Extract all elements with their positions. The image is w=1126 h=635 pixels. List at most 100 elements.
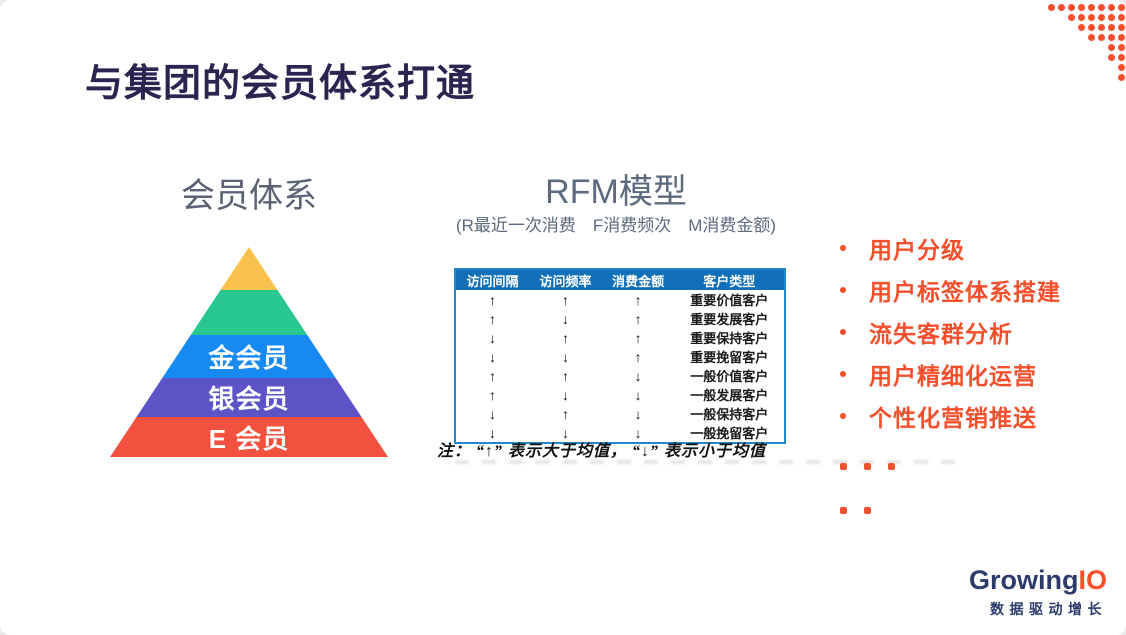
logo-brand-accent: IO bbox=[1078, 565, 1107, 595]
customer-type-cell: 一般保持客户 bbox=[690, 407, 769, 422]
rfm-note: 注： “↑” 表示大于均值， “↓” 表示小于均值 bbox=[437, 443, 767, 460]
rfm-column-header: 访问频率 bbox=[529, 269, 602, 290]
dot-icon bbox=[1118, 64, 1125, 71]
corner-dot-row bbox=[1048, 34, 1125, 41]
benefit-label: 个性化营销推送 bbox=[869, 405, 1037, 431]
ellipsis-dots-row-1 bbox=[840, 463, 895, 470]
dot-icon bbox=[1118, 74, 1125, 81]
membership-pyramid: 金会员银会员 E 会员 bbox=[110, 247, 388, 457]
list-item: 用户标签体系搭建 bbox=[840, 269, 1061, 311]
dot-icon bbox=[1068, 14, 1075, 21]
list-item: 流失客群分析 bbox=[840, 311, 1061, 353]
dot-icon bbox=[1118, 54, 1125, 61]
rfm-heading: RFM模型 bbox=[545, 173, 687, 211]
dot-icon bbox=[1098, 4, 1105, 11]
benefit-label: 用户分级 bbox=[869, 237, 965, 263]
table-row: ↑ ↓ ↓ 一般发展客户 bbox=[455, 385, 785, 404]
dot-icon bbox=[1088, 34, 1095, 41]
logo-wordmark: GrowingIO bbox=[969, 567, 1107, 594]
dot-icon bbox=[1118, 24, 1125, 31]
corner-dots-decoration bbox=[1048, 4, 1125, 84]
table-row: ↓ ↑ ↑ 重要保持客户 bbox=[455, 328, 785, 347]
corner-dot-row bbox=[1048, 54, 1125, 61]
rfm-table-header-row: 访问间隔 访问频率 消费金额 客户类型 bbox=[455, 269, 785, 290]
rfm-column-header: 客户类型 bbox=[674, 269, 785, 290]
dot-icon bbox=[1098, 24, 1105, 31]
dot-icon bbox=[1108, 34, 1115, 41]
dot-icon bbox=[1108, 24, 1115, 31]
table-row: ↓ ↓ ↑ 重要挽留客户 bbox=[455, 347, 785, 366]
blurred-watermark bbox=[455, 460, 955, 464]
customer-type-cell: 重要价值客户 bbox=[690, 293, 769, 308]
tier-label: 金会员 bbox=[208, 343, 290, 373]
page-title: 与集团的会员体系打通 bbox=[85, 63, 476, 105]
dot-icon bbox=[840, 463, 847, 470]
dot-icon bbox=[888, 463, 895, 470]
customer-type-cell: 重要保持客户 bbox=[690, 331, 769, 346]
dot-icon bbox=[1108, 4, 1115, 11]
dot-icon bbox=[1108, 44, 1115, 51]
table-row: ↓ ↓ ↓ 一般挽留客户 bbox=[455, 423, 785, 443]
table-row: ↑ ↓ ↑ 重要发展客户 bbox=[455, 309, 785, 328]
dot-icon bbox=[1098, 34, 1105, 41]
rfm-arrow-cell: ↑ bbox=[489, 291, 497, 308]
dot-row bbox=[840, 507, 871, 514]
benefit-label: 用户精细化运营 bbox=[869, 363, 1037, 389]
rfm-table: 访问间隔 访问频率 消费金额 客户类型 ↑ ↑ ↑ 重要价值客户 ↑ ↓ ↑ 重要发展客户 ↓ ↑ ↑ 重要… bbox=[454, 268, 786, 444]
corner-dot-row bbox=[1048, 44, 1125, 51]
rfm-arrow-cell: ↑ bbox=[561, 405, 569, 422]
bullet-icon bbox=[840, 413, 846, 419]
customer-type-cell: 重要发展客户 bbox=[690, 312, 769, 327]
dot-icon bbox=[1068, 4, 1075, 11]
dot-icon bbox=[1078, 24, 1085, 31]
rfm-arrow-cell: ↓ bbox=[489, 348, 497, 365]
benefits-list: 用户分级用户标签体系搭建流失客群分析 用户精细化运营 个性化营销推送 bbox=[840, 227, 1061, 437]
rfm-arrow-cell: ↑ bbox=[489, 386, 497, 403]
rfm-arrow-cell: ↓ bbox=[489, 405, 497, 422]
dot-icon bbox=[1078, 14, 1085, 21]
pyramid-tier-e: E 会员 bbox=[110, 417, 388, 457]
rfm-arrow-cell: ↑ bbox=[561, 367, 569, 384]
rfm-arrow-cell: ↓ bbox=[634, 367, 642, 384]
rfm-arrow-cell: ↓ bbox=[561, 348, 569, 365]
ellipsis-dots-row-2 bbox=[840, 507, 871, 514]
customer-type-cell: 一般价值客户 bbox=[690, 369, 769, 384]
dot-icon bbox=[864, 463, 871, 470]
pyramid-tier-second bbox=[110, 290, 388, 335]
rfm-arrow-cell: ↑ bbox=[634, 310, 642, 327]
rfm-arrow-cell: ↑ bbox=[634, 291, 642, 308]
dot-icon bbox=[1088, 14, 1095, 21]
pyramid-tier-top bbox=[110, 247, 388, 290]
dot-icon bbox=[1058, 4, 1065, 11]
pyramid-tier-silver: 银会员 bbox=[110, 378, 388, 417]
membership-heading: 会员体系 bbox=[181, 177, 317, 215]
dot-row bbox=[840, 463, 895, 470]
rfm-arrow-cell: ↑ bbox=[634, 329, 642, 346]
corner-dot-row bbox=[1048, 64, 1125, 71]
list-item: 个性化营销推送 bbox=[840, 395, 1061, 437]
rfm-arrow-cell: ↑ bbox=[634, 348, 642, 365]
benefit-label: 流失客群分析 bbox=[869, 321, 1013, 347]
bullet-icon bbox=[840, 329, 846, 335]
rfm-column-header: 访问间隔 bbox=[455, 269, 530, 290]
table-row: ↑ ↑ ↓ 一般价值客户 bbox=[455, 366, 785, 385]
rfm-arrow-cell: ↓ bbox=[489, 329, 497, 346]
dot-icon bbox=[1088, 4, 1095, 11]
bullet-icon bbox=[840, 287, 846, 293]
dot-icon bbox=[1048, 4, 1055, 11]
dot-icon bbox=[1108, 54, 1115, 61]
rfm-arrow-cell: ↑ bbox=[561, 291, 569, 308]
dot-icon bbox=[1118, 4, 1125, 11]
list-item: 用户分级 bbox=[840, 227, 1061, 269]
logo-brand-primary: Growing bbox=[968, 565, 1079, 595]
dot-icon bbox=[840, 507, 847, 514]
tier-label: E 会员 bbox=[208, 423, 290, 454]
rfm-arrow-cell: ↓ bbox=[561, 386, 569, 403]
growingio-logo: GrowingIO 数据驱动增长 bbox=[969, 567, 1107, 619]
dot-icon bbox=[1078, 4, 1085, 11]
dot-icon bbox=[1118, 14, 1125, 21]
corner-dot-row bbox=[1048, 4, 1125, 11]
rfm-arrow-cell: ↓ bbox=[634, 424, 642, 441]
customer-type-cell: 一般发展客户 bbox=[690, 388, 769, 403]
rfm-arrow-cell: ↑ bbox=[561, 329, 569, 346]
